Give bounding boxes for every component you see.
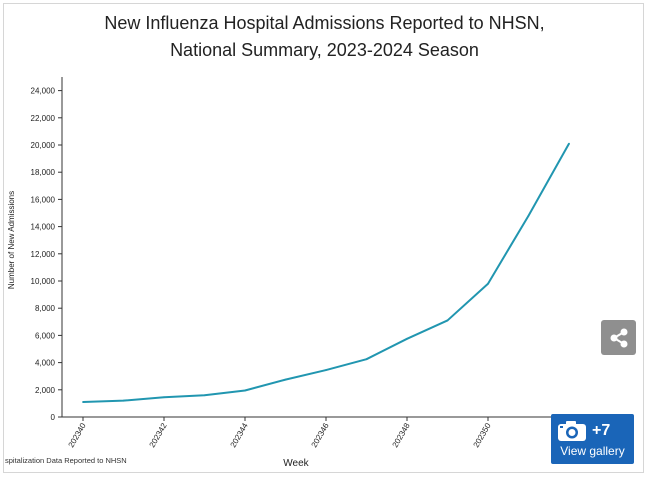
x-axis: 202340 202342 202344 202346 202348 202350 [62, 416, 600, 449]
y-tick-label: 2,000 [35, 386, 56, 395]
data-point [487, 282, 489, 285]
y-tick-label: 4,000 [35, 359, 56, 368]
y-axis: 0 2,000 4,000 6,000 8,000 10,000 12,000 14,000 1… [31, 77, 63, 422]
chart-frame [3, 3, 644, 473]
data-point [244, 389, 246, 392]
gallery-label: View gallery [560, 444, 625, 458]
x-tick-label: 202350 [472, 421, 493, 449]
data-point [122, 399, 125, 402]
share-button[interactable] [601, 320, 636, 355]
chart-title: New Influenza Hospital Admissions Report… [0, 10, 649, 64]
data-point [325, 369, 327, 371]
y-tick-label: 12,000 [31, 250, 56, 259]
chart-title-line-1: New Influenza Hospital Admissions Report… [104, 13, 545, 33]
series-line [82, 143, 570, 404]
share-icon [610, 328, 627, 347]
x-tick-label: 202346 [310, 421, 331, 449]
y-tick-label: 10,000 [31, 277, 56, 286]
y-tick-label: 18,000 [31, 168, 56, 177]
data-point [527, 214, 530, 217]
y-tick-label: 22,000 [31, 114, 56, 123]
x-tick-label: 202344 [229, 421, 250, 449]
series-group [82, 142, 570, 404]
data-point [163, 396, 165, 399]
x-tick-label: 202348 [391, 421, 412, 449]
y-tick-label: 6,000 [35, 331, 56, 340]
y-tick-label: 0 [51, 413, 56, 422]
x-tick-label: 202340 [67, 421, 88, 449]
x-axis-label: Week [283, 458, 309, 469]
y-tick-label: 16,000 [31, 195, 56, 204]
data-point [284, 378, 287, 381]
source-note: spitalization Data Reported to NHSN [5, 456, 127, 465]
data-point [406, 337, 408, 340]
y-tick-label: 20,000 [31, 141, 56, 150]
x-tick-label: 202342 [148, 421, 169, 449]
view-gallery-button[interactable]: +7 View gallery [551, 414, 634, 464]
camera-icon [558, 421, 586, 441]
data-point [568, 142, 570, 145]
data-point [446, 319, 449, 322]
y-tick-label: 8,000 [35, 304, 56, 313]
y-tick-label: 14,000 [31, 223, 56, 232]
data-point [365, 358, 368, 361]
y-axis-label: Number of New Admissions [7, 191, 16, 289]
data-point [203, 394, 206, 397]
data-point [82, 401, 84, 403]
gallery-count: +7 [592, 422, 611, 439]
y-tick-label: 24,000 [31, 87, 56, 96]
chart-title-line-2: National Summary, 2023-2024 Season [170, 40, 479, 60]
